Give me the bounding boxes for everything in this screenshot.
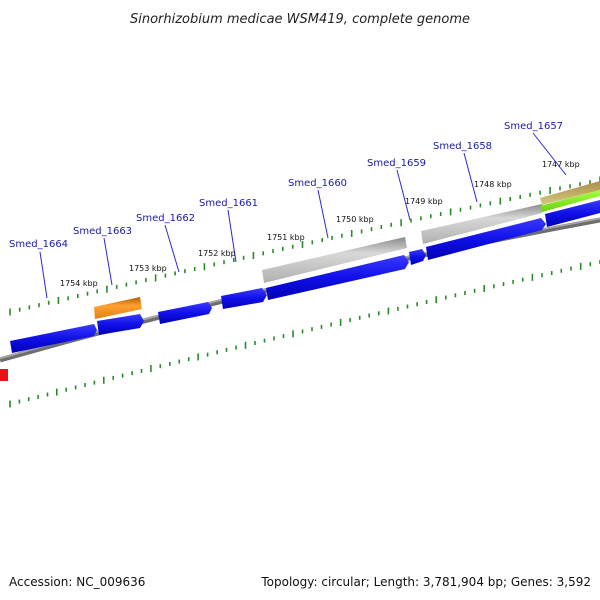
cds-arrow-1658: [426, 218, 546, 260]
cds-arrow-1660: [266, 255, 409, 300]
gray-feature-1658: [421, 204, 542, 244]
cds-arrow-1664: [10, 324, 97, 353]
kbp-label-1754: 1754 kbp: [60, 279, 98, 288]
orange-gene-1663: [94, 297, 142, 319]
olive-feature-1657: [540, 181, 600, 205]
cds-arrow-1661: [221, 288, 267, 309]
kbp-label-1749: 1749 kbp: [405, 197, 443, 206]
kbp-label-1748: 1748 kbp: [474, 180, 512, 189]
red-feature: [0, 369, 8, 381]
kbp-label-1750: 1750 kbp: [336, 215, 374, 224]
map-title: Sinorhizobium medicae WSM419, complete g…: [130, 12, 470, 27]
cds-arrow-1657: [545, 200, 600, 227]
kbp-tick-track: [9, 176, 600, 316]
label-connectors: [39, 132, 567, 299]
gene-label-smed-1663[interactable]: Smed_1663: [73, 226, 132, 237]
gene-label-smed-1662[interactable]: Smed_1662: [136, 213, 195, 224]
gene-label-smed-1660[interactable]: Smed_1660: [288, 178, 347, 189]
kbp-label-1747: 1747 kbp: [542, 160, 580, 169]
lower-tick-track: [9, 260, 600, 408]
cds-arrow-1659: [409, 249, 426, 265]
accession-text: Accession: NC_009636: [9, 575, 145, 589]
green-feature-1657: [540, 190, 600, 212]
gene-label-smed-1661[interactable]: Smed_1661: [199, 198, 258, 209]
gene-label-smed-1658[interactable]: Smed_1658: [433, 141, 492, 152]
kbp-label-1752: 1752 kbp: [198, 249, 236, 258]
kbp-label-1753: 1753 kbp: [129, 264, 167, 273]
kbp-label-1751: 1751 kbp: [267, 233, 305, 242]
gray-feature-1660: [262, 237, 407, 283]
gene-label-smed-1659[interactable]: Smed_1659: [367, 158, 426, 169]
cds-arrow-1663: [97, 314, 144, 335]
gene-label-smed-1657[interactable]: Smed_1657: [504, 121, 563, 132]
gene-label-smed-1664[interactable]: Smed_1664: [9, 239, 68, 250]
genome-summary-text: Topology: circular; Length: 3,781,904 bp…: [260, 575, 591, 589]
cds-arrow-1662: [158, 302, 212, 324]
